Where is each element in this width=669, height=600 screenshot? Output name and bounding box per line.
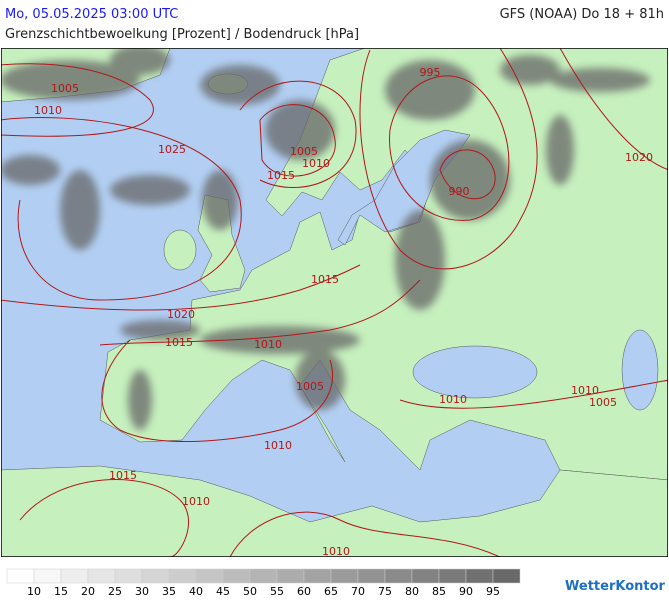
isobar-label: 1015 bbox=[267, 169, 295, 182]
colorbar-box bbox=[357, 568, 386, 584]
isobar-label: 1005 bbox=[290, 145, 318, 158]
subtitle: Grenzschichtbewoelkung [Prozent] / Boden… bbox=[5, 27, 359, 42]
colorbar-label: 50 bbox=[243, 585, 257, 598]
isobar-label: 1020 bbox=[625, 151, 653, 164]
isobar-label: 1010 bbox=[302, 157, 330, 170]
model-label: GFS (NOAA) Do 18 + 81h bbox=[500, 7, 664, 22]
colorbar-box bbox=[303, 568, 332, 584]
colorbar-box bbox=[249, 568, 278, 584]
colorbar-label: 90 bbox=[459, 585, 473, 598]
isobar-label: 1020 bbox=[167, 308, 195, 321]
isobar-label: 1005 bbox=[51, 82, 79, 95]
colorbar-box bbox=[330, 568, 359, 584]
colorbar-box bbox=[141, 568, 170, 584]
colorbar-label: 80 bbox=[405, 585, 419, 598]
colorbar-box bbox=[114, 568, 143, 584]
isobar-label: 1025 bbox=[158, 143, 186, 156]
isobar-label: 1010 bbox=[34, 104, 62, 117]
isobar-label: 995 bbox=[420, 66, 441, 79]
isobar-label: 1005 bbox=[589, 396, 617, 409]
colorbar-label: 60 bbox=[297, 585, 311, 598]
colorbar-label: 65 bbox=[324, 585, 338, 598]
clouds bbox=[1, 48, 650, 430]
isobar-label: 1010 bbox=[322, 545, 350, 558]
colorbar-box bbox=[222, 568, 251, 584]
black-sea bbox=[412, 345, 538, 399]
colorbar-label: 20 bbox=[81, 585, 95, 598]
isobar-label: 1015 bbox=[311, 273, 339, 286]
colorbar-box bbox=[60, 568, 89, 584]
colorbar-box bbox=[33, 568, 62, 584]
colorbar-box bbox=[195, 568, 224, 584]
colorbar-box bbox=[411, 568, 440, 584]
isobar-label: 1010 bbox=[182, 495, 210, 508]
colorbar-label: 55 bbox=[270, 585, 284, 598]
date-label: Mo, 05.05.2025 03:00 UTC bbox=[5, 7, 178, 22]
colorbar-label: 40 bbox=[189, 585, 203, 598]
isobar-label: 1015 bbox=[165, 336, 193, 349]
colorbar-label: 30 bbox=[135, 585, 149, 598]
colorbar-label: 70 bbox=[351, 585, 365, 598]
colorbar-label: 35 bbox=[162, 585, 176, 598]
colorbar-label: 15 bbox=[54, 585, 68, 598]
colorbar-box bbox=[168, 568, 197, 584]
ireland bbox=[163, 229, 197, 271]
isobar-label: 1010 bbox=[254, 338, 282, 351]
colorbar-box bbox=[438, 568, 467, 584]
colorbar-label: 85 bbox=[432, 585, 446, 598]
isobars bbox=[1, 48, 668, 557]
africa bbox=[1, 465, 668, 557]
caspian-sea bbox=[621, 329, 659, 411]
colorbar: 10 15 20 25 30 35 40 45 50 55 60 65 70 75 80 85 90 95 bbox=[6, 568, 521, 598]
colorbar-box bbox=[465, 568, 494, 584]
colorbar-box bbox=[384, 568, 413, 584]
isobar-label: 1010 bbox=[264, 439, 292, 452]
logo: WetterKontor bbox=[565, 579, 666, 594]
colorbar-box bbox=[6, 568, 35, 584]
isobar-label: 1010 bbox=[439, 393, 467, 406]
isobar-label: 1005 bbox=[296, 380, 324, 393]
colorbar-box bbox=[87, 568, 116, 584]
colorbar-box bbox=[276, 568, 305, 584]
isobar-label: 1015 bbox=[109, 469, 137, 482]
colorbar-box bbox=[492, 568, 521, 584]
colorbar-label: 75 bbox=[378, 585, 392, 598]
colorbar-label: 10 bbox=[27, 585, 41, 598]
isobar-label: 1010 bbox=[571, 384, 599, 397]
isobar-label: 990 bbox=[449, 185, 470, 198]
colorbar-label: 45 bbox=[216, 585, 230, 598]
colorbar-label: 25 bbox=[108, 585, 122, 598]
colorbar-label: 95 bbox=[486, 585, 500, 598]
